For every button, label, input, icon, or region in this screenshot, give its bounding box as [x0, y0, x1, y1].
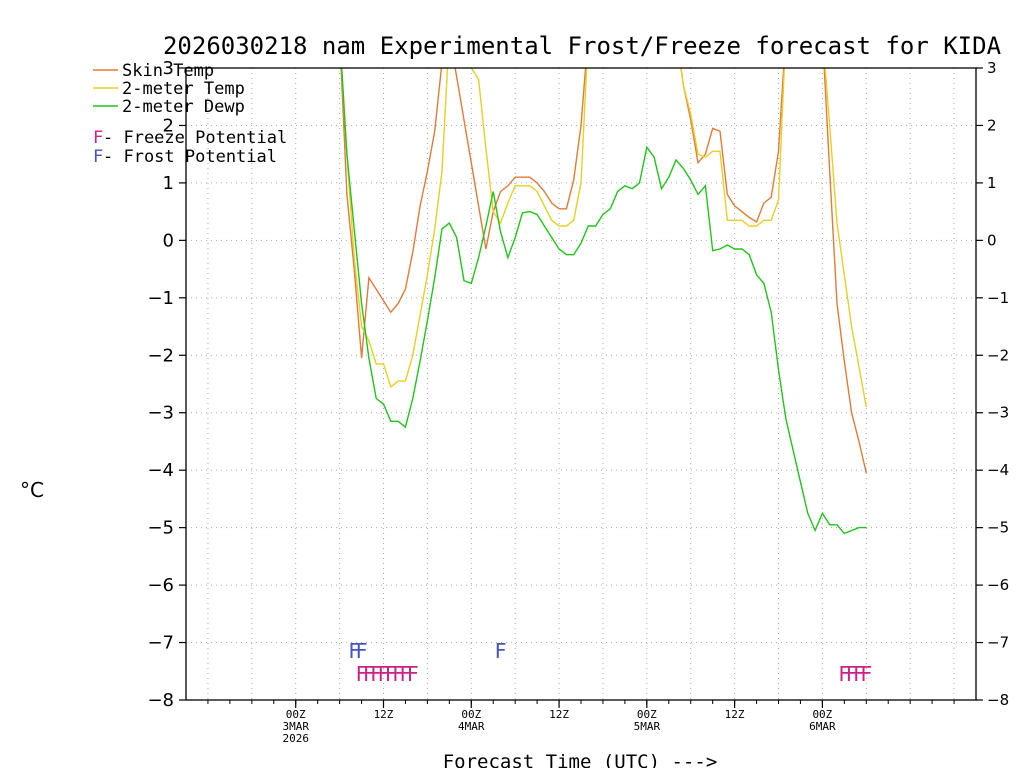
x-tick-label: 4MAR: [458, 720, 485, 733]
y-tick-label-right: −1: [987, 289, 1009, 307]
y-tick-label-right: 0: [987, 231, 997, 249]
legend-label: Skin Temp: [122, 61, 214, 81]
legend-label: - Frost Potential: [103, 147, 277, 167]
legend-label: - Freeze Potential: [103, 128, 287, 148]
y-tick-label-left: −3: [147, 403, 174, 424]
frost-marker: F: [495, 639, 507, 663]
freeze-marker: F: [377, 662, 389, 686]
series-lines: [340, 68, 867, 535]
freeze-marker: F: [846, 662, 858, 686]
y-tick-label-right: −2: [987, 346, 1009, 364]
y-axis-label: °C: [20, 478, 44, 502]
y-tick-label-left: −8: [147, 690, 174, 711]
freeze-marker: F: [385, 662, 397, 686]
freeze-marker: F: [399, 662, 411, 686]
y-tick-label-right: −4: [987, 461, 1009, 479]
x-tick-label: 2026: [282, 732, 309, 745]
y-tick-label-left: −1: [147, 288, 174, 309]
series-skin-temp: [340, 68, 867, 474]
chart-title: 2026030218 nam Experimental Frost/Freeze…: [163, 32, 1002, 60]
y-tick-label-left: 2: [163, 115, 174, 136]
y-tick-label-right: 3: [987, 59, 997, 77]
y-tick-label-left: −6: [147, 575, 174, 596]
y-tick-label-right: −6: [987, 576, 1009, 594]
y-tick-label-left: 1: [163, 173, 174, 194]
x-tick-label: 00Z: [637, 708, 657, 721]
x-tick-label: 00Z: [812, 708, 832, 721]
x-tick-label: 3MAR: [282, 720, 309, 733]
y-tick-label-left: −2: [147, 345, 174, 366]
frost-marker: F: [348, 639, 360, 663]
x-tick-label: 12Z: [374, 708, 394, 721]
series-2-meter-temp: [340, 68, 867, 408]
x-tick-label: 6MAR: [809, 720, 836, 733]
freeze-marker: F: [363, 662, 375, 686]
freeze-marker: F: [407, 662, 419, 686]
y-tick-label-right: −3: [987, 404, 1009, 422]
legend-label: 2-meter Dewp: [122, 97, 245, 117]
legend-letter: F: [93, 147, 103, 167]
x-tick-label: 12Z: [725, 708, 745, 721]
x-axis-label: Forecast Time (UTC) --->: [443, 751, 718, 768]
freeze-marker: F: [838, 662, 850, 686]
y-tick-label-left: −5: [147, 518, 174, 539]
x-tick-label: 5MAR: [634, 720, 661, 733]
freeze-marker: F: [356, 662, 368, 686]
y-tick-label-left: 0: [163, 230, 174, 251]
x-tick-label: 00Z: [461, 708, 481, 721]
y-tick-label-right: 2: [987, 116, 997, 134]
freeze-marker: F: [392, 662, 404, 686]
x-tick-label: 12Z: [549, 708, 569, 721]
grid-lines: [186, 68, 976, 700]
y-tick-label-right: 1: [987, 174, 997, 192]
y-tick-label-left: 3: [163, 58, 174, 79]
y-tick-label-left: −4: [147, 460, 174, 481]
axes: −8 −8 −7 −7 −6 −6 −5 −5 −4 −4 −3 −3 −2 −2 −1 −1 0 0 1 1 2 2 3 3…: [147, 58, 1009, 745]
x-tick-label: 00Z: [286, 708, 306, 721]
y-tick-label-right: −8: [987, 691, 1009, 709]
y-tick-label-right: −7: [987, 634, 1009, 652]
y-tick-label-left: −7: [147, 633, 174, 654]
freeze-marker: F: [370, 662, 382, 686]
legend-letter: F: [93, 128, 103, 148]
series-2-meter-dewp: [340, 68, 867, 535]
freeze-marker: F: [853, 662, 865, 686]
freeze-marker: F: [860, 662, 872, 686]
plot-area: [186, 68, 976, 700]
legend-label: 2-meter Temp: [122, 79, 245, 99]
y-tick-label-right: −5: [987, 519, 1009, 537]
frost-marker: F: [356, 639, 368, 663]
